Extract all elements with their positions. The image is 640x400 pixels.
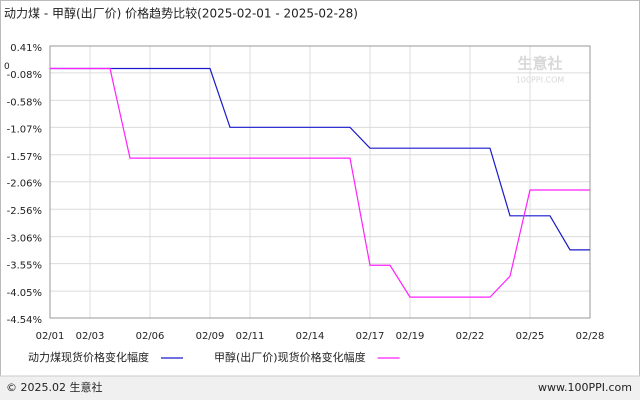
x-tick-label: 02/25 bbox=[516, 331, 545, 342]
footer-right: www.100PPI.com bbox=[538, 381, 632, 394]
y-tick-label: -0.58% bbox=[7, 97, 42, 108]
y-tick-label: -2.56% bbox=[7, 206, 42, 217]
chart-title: 动力煤 - 甲醇(出厂价) 价格趋势比较(2025-02-01 - 2025-0… bbox=[4, 6, 358, 21]
footer-bar bbox=[0, 376, 640, 400]
series-line bbox=[50, 67, 590, 298]
x-tick-label: 02/11 bbox=[236, 331, 265, 342]
x-tick-label: 02/22 bbox=[456, 331, 485, 342]
x-tick-label: 02/09 bbox=[196, 331, 225, 342]
watermark: 生意社 bbox=[517, 55, 562, 73]
x-tick-label: 02/14 bbox=[296, 331, 325, 342]
y-tick-label: -3.06% bbox=[7, 234, 42, 245]
watermark: 100PPI.COM bbox=[516, 76, 565, 85]
y-tick-label: -4.05% bbox=[7, 288, 42, 299]
x-tick-label: 02/17 bbox=[356, 331, 385, 342]
plot-border bbox=[49, 45, 591, 319]
y-tick-label: -1.07% bbox=[7, 124, 42, 135]
x-tick-label: 02/28 bbox=[576, 331, 605, 342]
y-tick-label: -0.08% bbox=[7, 70, 42, 81]
y-tick-label: -1.57% bbox=[7, 152, 42, 163]
x-tick-label: 02/03 bbox=[76, 331, 105, 342]
series-line bbox=[50, 67, 590, 251]
footer-left: © 2025.02 生意社 bbox=[6, 380, 102, 394]
x-tick-label: 02/19 bbox=[396, 331, 425, 342]
y-tick-label: -2.06% bbox=[7, 179, 42, 190]
x-tick-label: 02/06 bbox=[136, 331, 165, 342]
zero-label: 0 bbox=[4, 62, 10, 72]
legend-label: 动力煤现货价格变化幅度 bbox=[28, 350, 149, 364]
legend-label: 甲醇(出厂价)现货价格变化幅度 bbox=[214, 350, 366, 364]
x-tick-label: 02/01 bbox=[36, 331, 65, 342]
y-tick-label: 0.41% bbox=[10, 43, 42, 54]
y-tick-label: -4.54% bbox=[7, 315, 42, 326]
y-tick-label: -3.55% bbox=[7, 261, 42, 272]
